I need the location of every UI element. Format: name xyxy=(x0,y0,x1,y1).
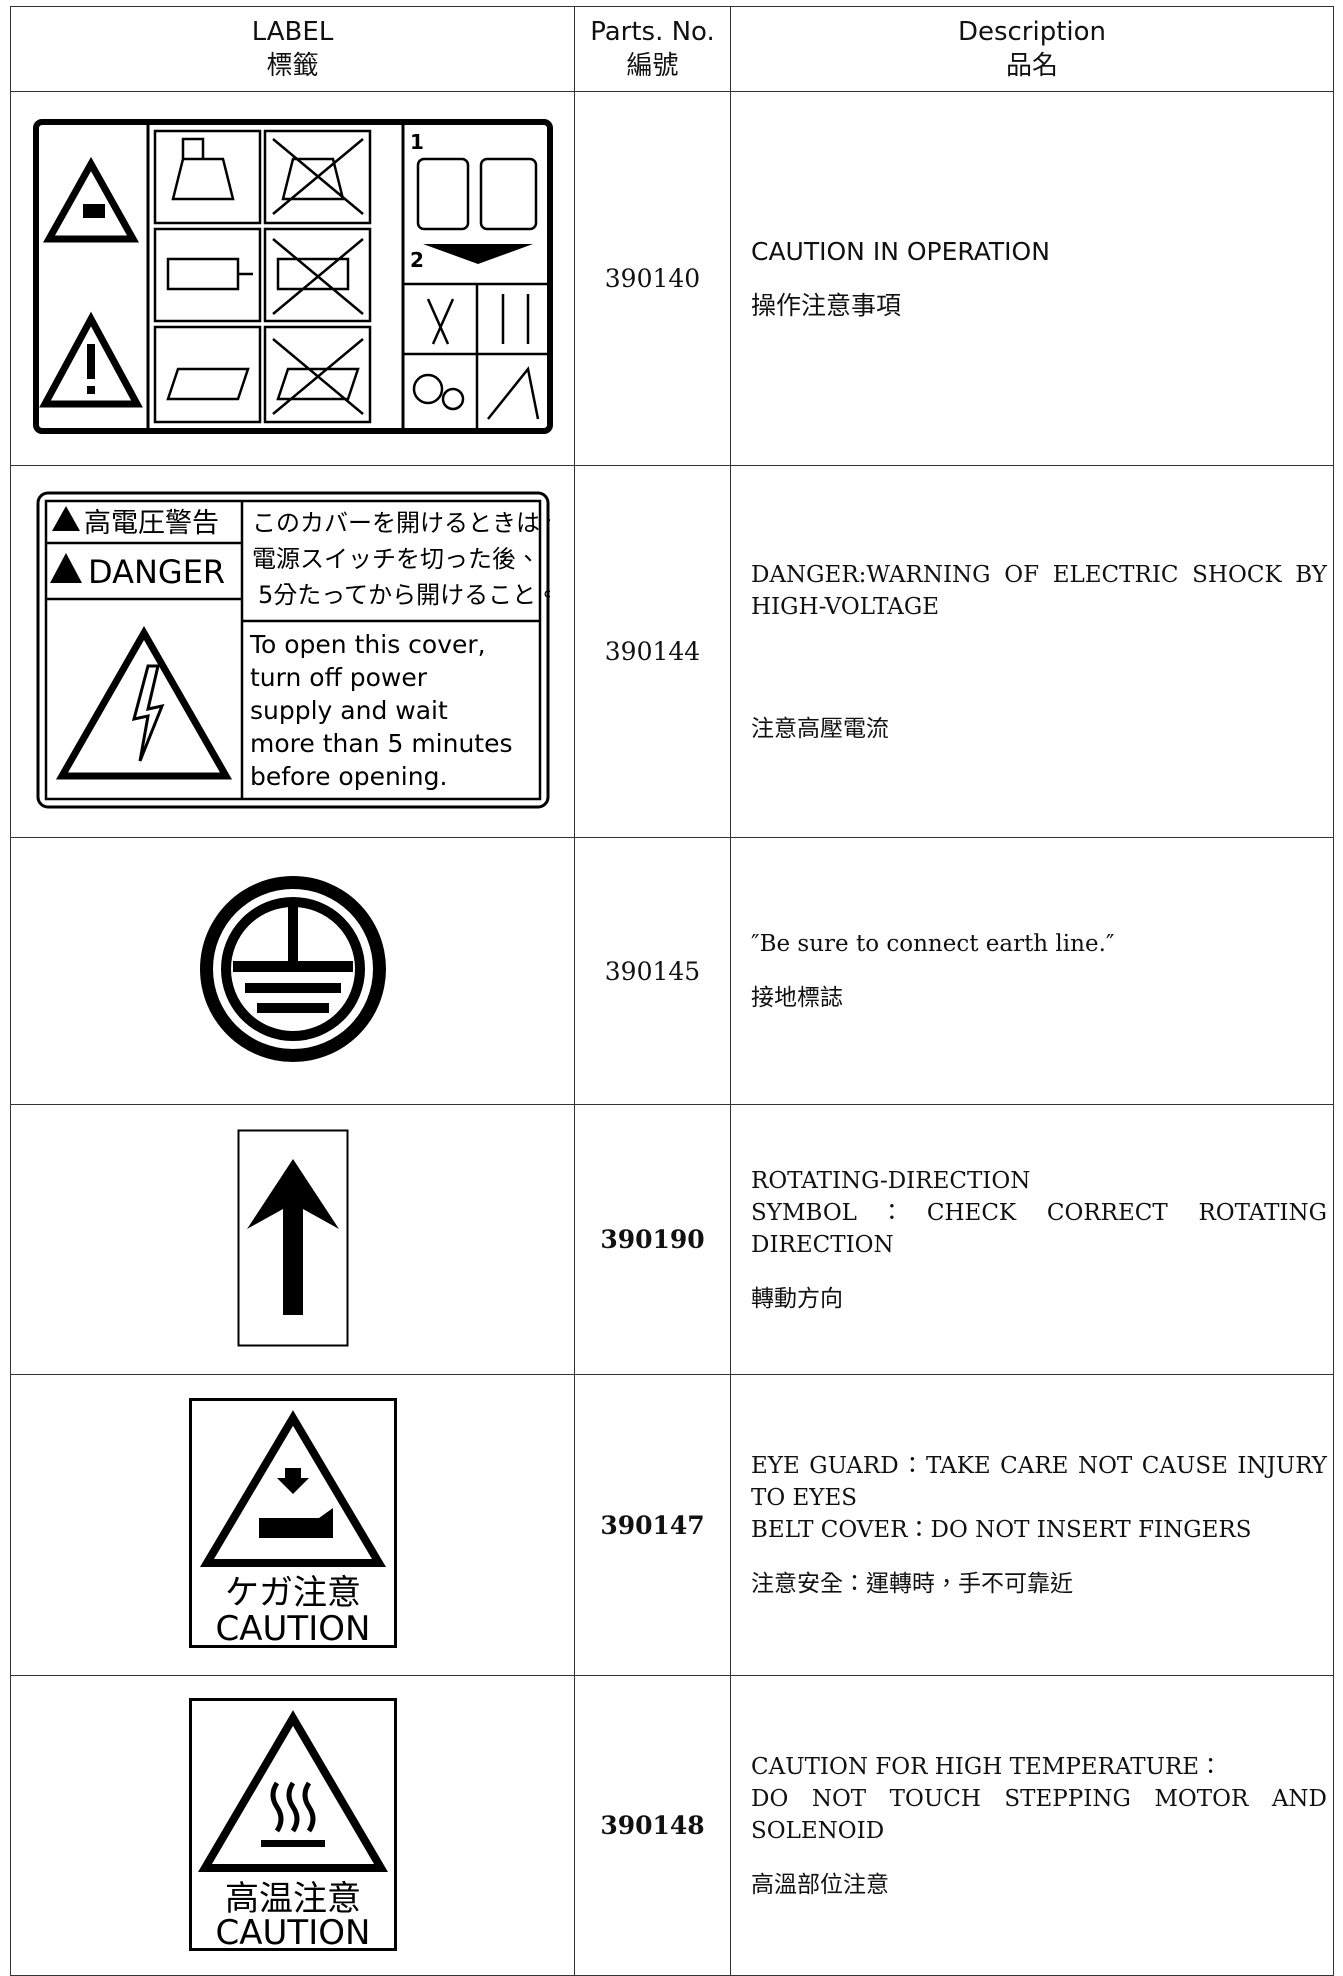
description: CAUTION FOR HIGH TEMPERATURE： DO NOT TOUC… xyxy=(730,1675,1334,1976)
label-cell: 1 2 xyxy=(10,91,575,466)
row: 390145 ″Be sure to connect earth line.″ 接… xyxy=(10,837,1334,1105)
label-operation: 1 2 xyxy=(32,119,553,434)
label-text: 高温注意 xyxy=(225,1879,361,1919)
label-earth xyxy=(199,876,386,1062)
part-no: 390190 xyxy=(574,1104,731,1375)
description: EYE GUARD：TAKE CARE NOT CAUSE INJURY TO … xyxy=(730,1374,1334,1676)
header-cell: Parts. No. 編號 xyxy=(574,6,731,92)
description-line: 接地標誌 xyxy=(751,985,843,1011)
description: DANGER:WARNING OF ELECTRIC SHOCK BY HIGH… xyxy=(730,465,1334,838)
label-caution-heat: 高温注意 CAUTION xyxy=(188,1698,397,1953)
label-arrow xyxy=(237,1129,348,1346)
description-line: 注意安全：運轉時，手不可靠近 xyxy=(751,1571,1073,1597)
description-line: CAUTION IN OPERATION xyxy=(751,236,1050,266)
description: CAUTION IN OPERATION 操作注意事項 xyxy=(730,91,1334,466)
label-cell: ケガ注意 CAUTION xyxy=(10,1374,575,1676)
header-cell: LABEL 標籤 xyxy=(10,6,575,92)
label-cell xyxy=(10,1104,575,1375)
description-line: 操作注意事項 xyxy=(751,290,902,320)
header-zh: 標籤 xyxy=(266,51,319,81)
label-text: supply and wait xyxy=(250,696,448,725)
label-text: ケガ注意 xyxy=(225,1573,361,1613)
part-no: 390145 xyxy=(574,837,731,1105)
label-text: CAUTION xyxy=(215,1609,370,1648)
header-row: LABEL 標籤 Parts. No. 編號 Description 品名 xyxy=(10,6,1334,92)
label-text: more than 5 minutes xyxy=(250,729,513,758)
header-zh: 品名 xyxy=(1005,51,1058,81)
description-line: DO NOT TOUCH STEPPING MOTOR AND SOLENOID xyxy=(751,1785,1327,1844)
label-cell: 高電圧警告 DANGER このカバーを開けるときは、 電源スイッチを切った後、 … xyxy=(10,465,575,838)
description: ROTATING-DIRECTION SYMBOL：CHECK CORRECT R… xyxy=(730,1104,1334,1375)
label-danger: 高電圧警告 DANGER このカバーを開けるときは、 電源スイッチを切った後、 … xyxy=(36,491,564,808)
label-text: CAUTION xyxy=(215,1913,370,1951)
label-text: turn off power xyxy=(250,663,428,692)
part-no: 390147 xyxy=(574,1374,731,1676)
header-zh: 編號 xyxy=(626,51,679,81)
description-line: ROTATING-DIRECTION xyxy=(751,1167,1031,1194)
label-text: 高電圧警告 xyxy=(84,508,219,539)
header-en: Parts. No. xyxy=(590,17,715,47)
description-line: DANGER:WARNING OF ELECTRIC SHOCK BY HIGH… xyxy=(751,561,1327,620)
label-text: before opening. xyxy=(250,762,447,791)
label-text: 2 xyxy=(410,248,424,272)
description-line: 注意高壓電流 xyxy=(751,715,889,742)
label-caution-hand: ケガ注意 CAUTION xyxy=(188,1398,397,1649)
part-no: 390144 xyxy=(574,465,731,838)
label-text: To open this cover, xyxy=(249,630,486,659)
label-cell: 高温注意 CAUTION xyxy=(10,1675,575,1976)
row: 390190 ROTATING-DIRECTION SYMBOL：CHECK CO… xyxy=(10,1104,1334,1375)
description-line: 轉動方向 xyxy=(751,1285,843,1312)
description-line: ″Be sure to connect earth line.″ xyxy=(751,931,1115,957)
description-line: 高溫部位注意 xyxy=(751,1871,889,1898)
header-cell: Description 品名 xyxy=(730,6,1334,92)
label-text: このカバーを開けるときは、 xyxy=(252,509,550,537)
description-line: SYMBOL：CHECK CORRECT ROTATING DIRECTION xyxy=(751,1199,1327,1258)
label-text: 1 xyxy=(410,130,424,154)
description: ″Be sure to connect earth line.″ 接地標誌 xyxy=(730,837,1334,1105)
row: 1 2 390140 CAUTION IN OPERATION 操作注意事項 xyxy=(10,91,1334,466)
description-line: BELT COVER：DO NOT INSERT FINGERS xyxy=(751,1517,1252,1543)
header-en: LABEL xyxy=(251,17,334,47)
label-table: LABEL 標籤 Parts. No. 編號 Description 品名 1 2 3… xyxy=(10,6,1334,1976)
part-no: 390140 xyxy=(574,91,731,466)
description-line: EYE GUARD：TAKE CARE NOT CAUSE INJURY TO … xyxy=(751,1453,1327,1511)
row: 高温注意 CAUTION 390148 CAUTION FOR HIGH TEM… xyxy=(10,1675,1334,1976)
row: ケガ注意 CAUTION 390147 EYE GUARD：TAKE CARE … xyxy=(10,1374,1334,1676)
part-no: 390148 xyxy=(574,1675,731,1976)
description-line: CAUTION FOR HIGH TEMPERATURE： xyxy=(751,1753,1223,1780)
label-text: 電源スイッチを切った後、 xyxy=(252,545,540,573)
label-text: DANGER xyxy=(88,553,225,591)
row: 高電圧警告 DANGER このカバーを開けるときは、 電源スイッチを切った後、 … xyxy=(10,465,1334,838)
label-cell xyxy=(10,837,575,1105)
header-en: Description xyxy=(957,17,1107,47)
label-text: 5分たってから開けること。 xyxy=(258,581,550,609)
